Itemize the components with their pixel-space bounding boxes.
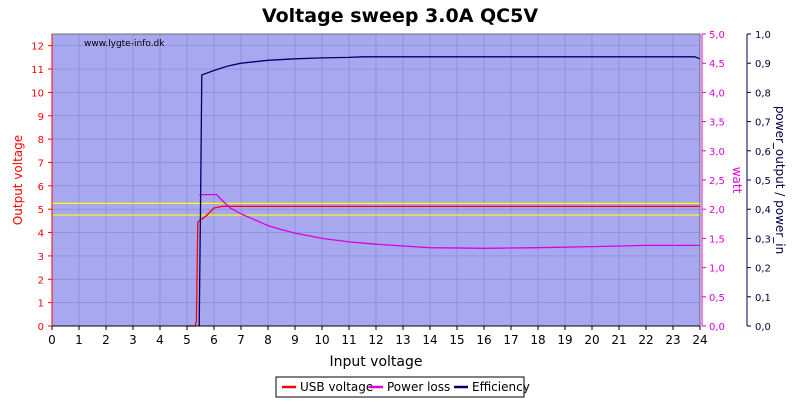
x-tick-label: 6	[210, 333, 218, 347]
x-tick-label: 21	[611, 333, 626, 347]
y-right2-tick-label: 0,9	[755, 59, 771, 70]
legend: USB voltage Power loss Efficiency	[275, 376, 530, 398]
x-tick-label: 23	[665, 333, 680, 347]
legend-label: Power loss	[387, 380, 450, 394]
x-tick-label: 16	[476, 333, 491, 347]
x-tick-label: 9	[291, 333, 299, 347]
x-tick-label: 13	[395, 333, 410, 347]
y-right1-tick-label: 5,0	[709, 30, 725, 41]
series-line-power-loss	[199, 193, 700, 249]
y-right1-tick-label: 3,5	[709, 118, 725, 129]
y-right2-tick-label: 0,2	[755, 264, 771, 275]
x-tick-label: 5	[183, 333, 191, 347]
y-left-tick-label: 7	[38, 158, 44, 169]
x-axis-label: Input voltage	[329, 354, 422, 370]
y-right2-tick-label: 0,4	[755, 205, 771, 216]
x-tick-label: 15	[449, 333, 464, 347]
x-tick-label: 17	[503, 333, 518, 347]
x-tick-label: 22	[638, 333, 653, 347]
x-tick-label: 11	[341, 333, 356, 347]
x-tick-label: 0	[48, 333, 56, 347]
series-line-usb-voltage	[187, 205, 700, 327]
series-line-efficiency	[198, 56, 701, 327]
y-left-tick-label: 2	[38, 275, 44, 286]
y-right2-tick-label: 0,0	[755, 322, 771, 333]
y-right2-tick-label: 0,7	[755, 118, 771, 129]
x-tick-label: 20	[584, 333, 599, 347]
x-tick-label: 19	[557, 333, 572, 347]
y-right1-tick-label: 0,5	[709, 293, 725, 304]
x-tick-label: 7	[237, 333, 245, 347]
y-right2-tick-label: 0,1	[755, 293, 771, 304]
y-right1-axis-label: watt	[730, 167, 744, 194]
y-right2-tick-label: 1,0	[755, 30, 771, 41]
y-left-tick-label: 12	[31, 42, 44, 53]
y-right1-tick-label: 1,0	[709, 264, 725, 275]
plot-area: 0 1 2 3 4 5 6 7 8 9 10 11 12 13 14 15 16 17 18 19 20 21 22 23 24…	[31, 30, 771, 347]
y-left-tick-label: 11	[31, 65, 44, 76]
y-right2-axis-label: power_output / power_in	[773, 106, 787, 254]
x-tick-label: 1	[75, 333, 83, 347]
y-left-tick-label: 1	[38, 299, 44, 310]
y-left-tick-label: 6	[38, 182, 44, 193]
y-right2-tick-label: 0,5	[755, 176, 771, 187]
y-left-tick-label: 4	[38, 229, 44, 240]
y-left-tick-label: 9	[38, 112, 44, 123]
y-right1-tick-label: 1,5	[709, 234, 725, 245]
legend-label: USB voltage	[300, 380, 373, 394]
y-left-tick-label: 5	[38, 205, 44, 216]
y-right2-tick-label: 0,3	[755, 234, 771, 245]
y-right2-tick-label: 0,6	[755, 147, 771, 158]
x-tick-label: 12	[368, 333, 383, 347]
y-right1-tick-label: 3,0	[709, 147, 725, 158]
chart-title: Voltage sweep 3.0A QC5V	[262, 5, 538, 27]
x-tick-label: 24	[692, 333, 707, 347]
x-tick-label: 14	[422, 333, 437, 347]
y-left-tick-label: 3	[38, 252, 44, 263]
x-tick-label: 3	[129, 333, 137, 347]
x-tick-label: 10	[314, 333, 329, 347]
y-right1-tick-label: 0,0	[709, 322, 725, 333]
x-tick-label: 18	[530, 333, 545, 347]
y-left-axis-label: Output voltage	[11, 135, 25, 225]
y-left-tick-label: 0	[38, 322, 44, 333]
y-right1-tick-label: 2,0	[709, 205, 725, 216]
y-right1-tick-label: 2,5	[709, 176, 725, 187]
y-right1-tick-label: 4,5	[709, 59, 725, 70]
legend-box	[275, 376, 525, 398]
x-tick-label: 2	[102, 333, 110, 347]
x-tick-label: 8	[264, 333, 272, 347]
y-left-tick-label: 10	[31, 88, 44, 99]
y-right2-tick-label: 0,8	[755, 88, 771, 99]
x-tick-label: 4	[156, 333, 164, 347]
watermark: www.lygte-info.dk	[84, 39, 165, 49]
y-left-tick-label: 8	[38, 135, 44, 146]
legend-label: Efficiency	[472, 380, 530, 394]
y-right1-tick-label: 4,0	[709, 88, 725, 99]
